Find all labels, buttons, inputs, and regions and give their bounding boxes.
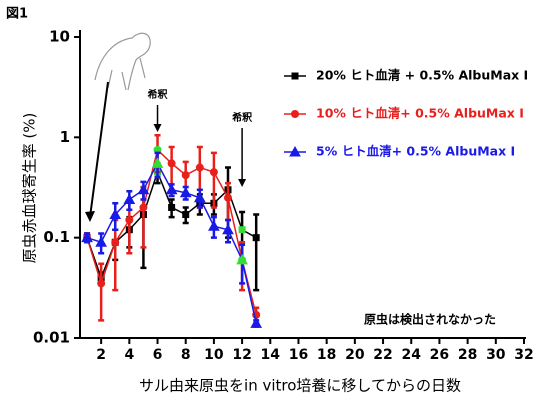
data-point — [126, 216, 133, 223]
data-point — [196, 164, 203, 171]
data-point — [168, 160, 175, 167]
error-bar — [253, 215, 259, 291]
y-tick-label: 10 — [49, 28, 70, 46]
data-point — [98, 280, 105, 287]
x-tick-label: 18 — [317, 347, 336, 363]
annotation-arrowhead — [154, 124, 162, 132]
monkey-illustration — [95, 33, 150, 90]
data-point — [239, 227, 245, 233]
x-tick-label: 2 — [96, 347, 106, 363]
y-tick-label: 0.1 — [43, 228, 70, 246]
data-point — [209, 221, 219, 230]
data-point — [253, 235, 259, 241]
legend-label: 20% ヒト血清 + 0.5% AlbuMax I — [316, 68, 528, 83]
x-axis-label: サル由来原虫をin vitro培養に移してからの日数 — [139, 377, 461, 395]
annotation: 希釈 — [147, 88, 169, 101]
x-tick-label: 14 — [261, 347, 281, 363]
data-point — [124, 195, 134, 204]
note: 原虫は検出されなかった — [364, 312, 496, 327]
legend-label: 5% ヒト血清+ 0.5% AlbuMax I — [316, 144, 515, 159]
data-point — [210, 169, 217, 176]
data-point — [112, 239, 119, 246]
x-tick-label: 6 — [153, 347, 163, 363]
y-tick-label: 0.01 — [33, 329, 70, 347]
error-bar — [211, 153, 217, 208]
data-point — [182, 172, 189, 179]
y-axis-label: 原虫赤血球寄生率 (%) — [21, 113, 39, 264]
legend-marker — [292, 73, 298, 79]
legend-marker — [292, 111, 299, 118]
x-tick-label: 26 — [430, 347, 449, 363]
data-point — [167, 185, 177, 194]
chart: 図1 サル由来原虫をin vitro培養に移してからの日数 原虫赤血球寄生率 (… — [0, 0, 539, 400]
data-point — [169, 204, 175, 210]
legend-label: 10% ヒト血清+ 0.5% AlbuMax I — [316, 106, 524, 121]
annotation: 希釈 — [231, 111, 253, 124]
x-tick-label: 24 — [401, 347, 421, 363]
data-point — [225, 194, 232, 201]
data-point — [183, 212, 189, 218]
x-tick-label: 16 — [289, 347, 308, 363]
x-tick-label: 22 — [373, 347, 392, 363]
annotation-arrowhead — [238, 179, 246, 187]
x-tick-label: 32 — [514, 347, 533, 363]
pointer-arrowhead — [85, 211, 95, 222]
x-tick-label: 28 — [458, 347, 477, 363]
data-point — [140, 204, 147, 211]
x-tick-label: 8 — [181, 347, 191, 363]
pointer-arrow — [90, 82, 108, 217]
data-point — [251, 318, 261, 327]
x-tick-label: 4 — [124, 347, 134, 363]
x-tick-label: 20 — [345, 347, 365, 363]
y-tick-label: 1 — [60, 128, 70, 146]
figure-label: 図1 — [6, 7, 28, 22]
x-tick-label: 12 — [232, 347, 251, 363]
x-tick-label: 10 — [204, 347, 224, 363]
data-point — [138, 185, 148, 194]
x-tick-label: 30 — [486, 347, 506, 363]
